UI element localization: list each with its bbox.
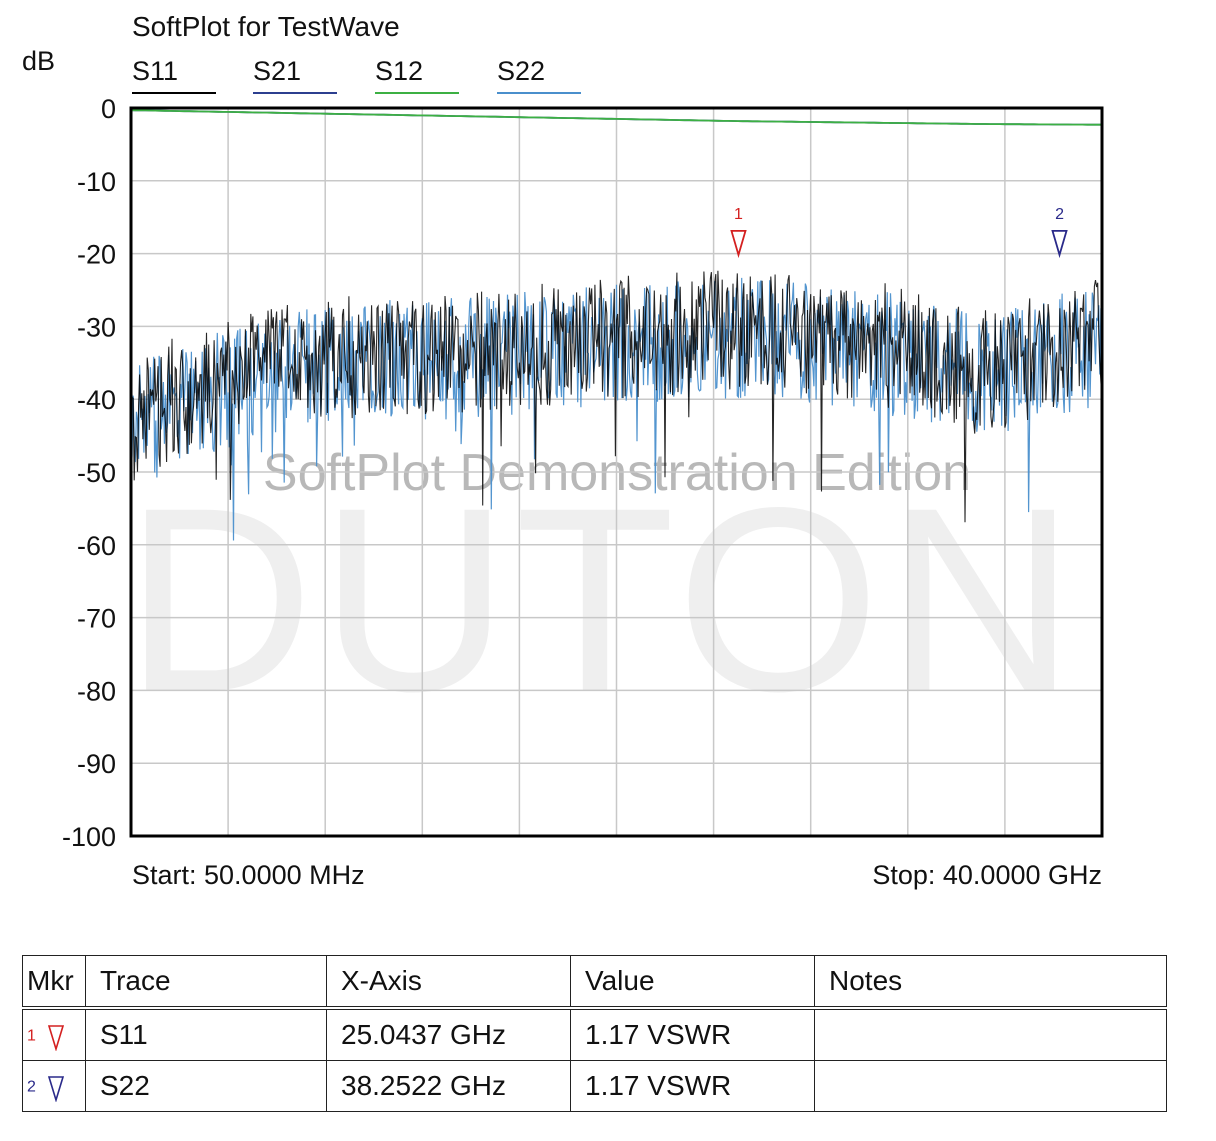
s-parameter-chart: SoftPlot for TestWave dB S11 S21 S12 S22 DU… bbox=[22, 11, 1104, 890]
y-tick-label: -30 bbox=[77, 312, 116, 342]
marker-triangle-icon bbox=[47, 1024, 64, 1051]
legend-label: S12 bbox=[375, 56, 423, 86]
trace-s11 bbox=[130, 270, 1103, 523]
y-tick-label: -50 bbox=[77, 458, 116, 488]
marker-table: Mkr Trace X-Axis Value Notes 1 S11 25.04… bbox=[22, 955, 1167, 1112]
traces bbox=[130, 109, 1103, 541]
trace-cell: S11 bbox=[85, 1007, 327, 1061]
marker-2-triangle bbox=[1051, 229, 1068, 259]
marker-triangle-icon bbox=[47, 1075, 64, 1102]
start-label: Start: 50.0000 MHz bbox=[132, 860, 365, 890]
legend: S11 S21 S12 S22 bbox=[132, 56, 581, 94]
legend-label: S11 bbox=[132, 56, 178, 86]
trace-s12 bbox=[130, 109, 1102, 126]
y-tick-label: -70 bbox=[77, 604, 116, 634]
trace-cell: S22 bbox=[85, 1060, 327, 1112]
legend-label: S21 bbox=[253, 56, 301, 86]
marker-2-label: 2 bbox=[1055, 206, 1064, 223]
watermark: DUTON SoftPlot Demonstration Edition bbox=[125, 444, 1082, 746]
y-tick-label: -100 bbox=[62, 822, 116, 852]
y-tick-label: -90 bbox=[77, 749, 116, 779]
col-trace: Trace bbox=[85, 955, 327, 1009]
notes-cell[interactable] bbox=[814, 1007, 1167, 1061]
col-value: Value bbox=[570, 955, 815, 1009]
trace-s22 bbox=[130, 277, 1103, 541]
y-axis-label: dB bbox=[22, 46, 55, 76]
table-row[interactable]: 1 S11 25.0437 GHz 1.17 VSWR bbox=[22, 1007, 1167, 1061]
chart-title: SoftPlot for TestWave bbox=[132, 11, 400, 42]
marker-cell: 1 bbox=[22, 1007, 86, 1061]
marker-1-label: 1 bbox=[734, 206, 743, 223]
legend-label: S22 bbox=[497, 56, 545, 86]
x-axis-cell: 25.0437 GHz bbox=[326, 1007, 571, 1061]
y-tick-label: -60 bbox=[77, 531, 116, 561]
value-cell: 1.17 VSWR bbox=[570, 1007, 815, 1061]
y-tick-label: 0 bbox=[101, 94, 116, 124]
y-tick-label: -10 bbox=[77, 167, 116, 197]
watermark-logo: DUTON bbox=[125, 453, 1082, 746]
y-tick-label: -40 bbox=[77, 385, 116, 415]
marker-1-triangle bbox=[730, 229, 747, 259]
table-row[interactable]: 2 S22 38.2522 GHz 1.17 VSWR bbox=[22, 1060, 1167, 1112]
value-cell: 1.17 VSWR bbox=[570, 1060, 815, 1112]
col-notes: Notes bbox=[814, 955, 1167, 1009]
col-mkr: Mkr bbox=[22, 955, 86, 1009]
x-axis-cell: 38.2522 GHz bbox=[326, 1060, 571, 1112]
y-tick-label: -20 bbox=[77, 240, 116, 270]
marker-number: 1 bbox=[27, 1027, 36, 1045]
y-tick-label: -80 bbox=[77, 676, 116, 706]
marker-number: 2 bbox=[27, 1078, 36, 1096]
y-tick-labels: 0 -10 -20 -30 -40 -50 -60 -70 -80 -90 -100 bbox=[62, 94, 116, 852]
marker-cell: 2 bbox=[22, 1060, 86, 1112]
col-x-axis: X-Axis bbox=[326, 955, 571, 1009]
stop-label: Stop: 40.0000 GHz bbox=[872, 860, 1102, 890]
plot-frame bbox=[129, 106, 1104, 838]
marker-table-header: Mkr Trace X-Axis Value Notes bbox=[22, 955, 1167, 1009]
notes-cell[interactable] bbox=[814, 1060, 1167, 1112]
